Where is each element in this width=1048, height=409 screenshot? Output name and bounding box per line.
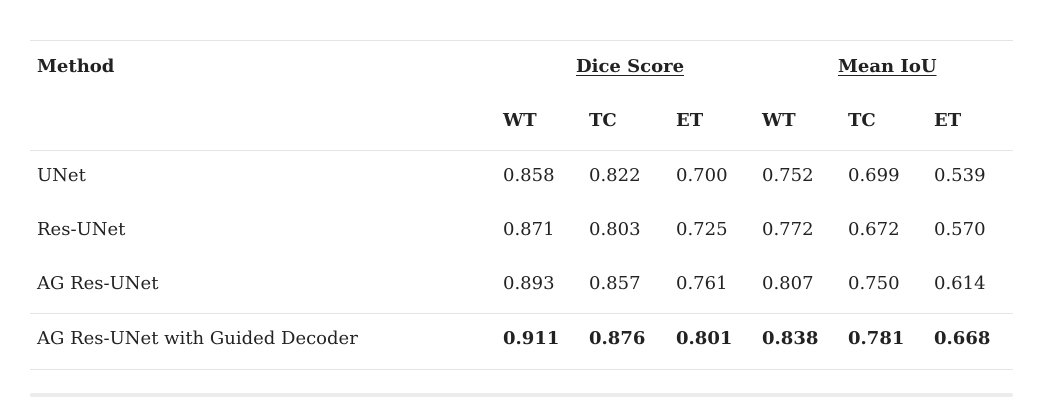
header-divider bbox=[30, 150, 1013, 151]
row-method-res-unet: Res-UNet bbox=[37, 219, 126, 240]
table-cell: 0.893 bbox=[503, 273, 555, 294]
table-cell-best: 0.876 bbox=[589, 328, 646, 349]
subheader-iou-tc: TC bbox=[848, 110, 876, 131]
table-cell: 0.750 bbox=[848, 273, 900, 294]
subheader-dice-wt: WT bbox=[503, 110, 537, 131]
table-top-rule bbox=[30, 40, 1013, 41]
row-method-unet: UNet bbox=[37, 165, 86, 186]
subheader-iou-wt: WT bbox=[762, 110, 796, 131]
table-cell: 0.761 bbox=[676, 273, 728, 294]
table-cell-best: 0.668 bbox=[934, 328, 991, 349]
dice-score-group-header: Dice Score bbox=[576, 56, 685, 77]
table-bottom-rule bbox=[30, 369, 1013, 370]
table-cell-best: 0.781 bbox=[848, 328, 905, 349]
method-column-header: Method bbox=[37, 56, 115, 77]
table-cell: 0.772 bbox=[762, 219, 814, 240]
table-cell: 0.699 bbox=[848, 165, 900, 186]
best-row-divider bbox=[30, 313, 1013, 314]
table-cell: 0.858 bbox=[503, 165, 555, 186]
mean-iou-group-header: Mean IoU bbox=[838, 56, 937, 77]
row-method-ag-res-unet: AG Res-UNet bbox=[37, 273, 159, 294]
table-cell: 0.871 bbox=[503, 219, 555, 240]
table-cell: 0.857 bbox=[589, 273, 641, 294]
horizontal-scrollbar[interactable] bbox=[30, 393, 1013, 397]
table-cell: 0.725 bbox=[676, 219, 728, 240]
row-method-ag-res-unet-guided-decoder: AG Res-UNet with Guided Decoder bbox=[37, 328, 358, 349]
table-cell-best: 0.911 bbox=[503, 328, 560, 349]
table-cell: 0.803 bbox=[589, 219, 641, 240]
table-cell: 0.539 bbox=[934, 165, 986, 186]
table-cell: 0.614 bbox=[934, 273, 986, 294]
table-cell-best: 0.801 bbox=[676, 328, 733, 349]
table-cell: 0.700 bbox=[676, 165, 728, 186]
subheader-iou-et: ET bbox=[934, 110, 962, 131]
table-cell: 0.807 bbox=[762, 273, 814, 294]
table-cell: 0.570 bbox=[934, 219, 986, 240]
table-cell: 0.672 bbox=[848, 219, 900, 240]
table-cell: 0.822 bbox=[589, 165, 641, 186]
subheader-dice-et: ET bbox=[676, 110, 704, 131]
table-cell-best: 0.838 bbox=[762, 328, 819, 349]
subheader-dice-tc: TC bbox=[589, 110, 617, 131]
table-cell: 0.752 bbox=[762, 165, 814, 186]
